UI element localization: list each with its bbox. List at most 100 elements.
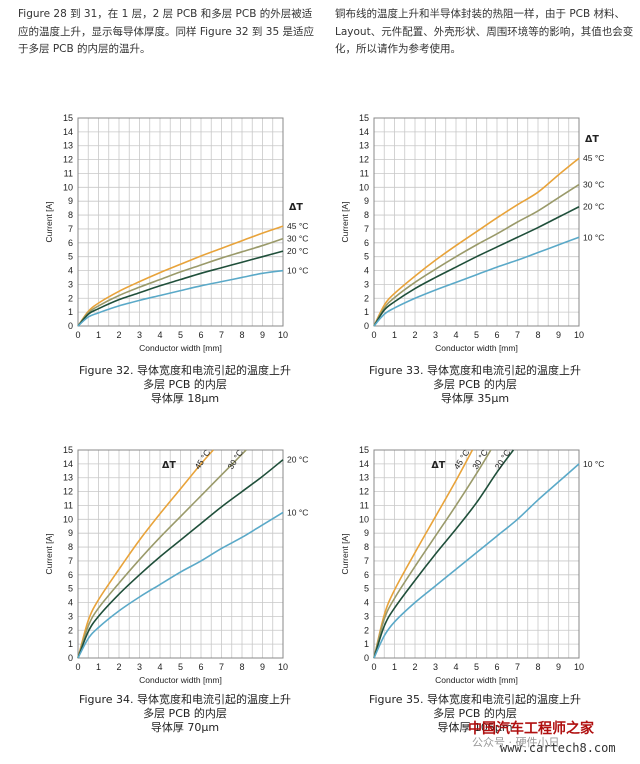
y-tick-label: 0: [68, 653, 73, 663]
x-axis-label: Conductor width [mm]: [139, 343, 222, 353]
x-tick-label: 5: [178, 330, 183, 340]
plot-frame: [373, 449, 580, 659]
y-tick-label: 14: [63, 127, 73, 137]
series-label: 10 °C: [287, 266, 308, 276]
x-tick-label: 10: [278, 662, 288, 672]
intro-text-right: 铜布线的温度上升和半导体封装的热阻一样，由于 PCB 材料、Layout、元件配…: [335, 8, 634, 55]
y-tick-label: 2: [364, 293, 369, 303]
x-tick-label: 0: [75, 330, 80, 340]
caption-line: 多层 PCB 的内层: [433, 707, 517, 720]
chart-svg: 0 1 2 3 4 5 6 7 8 9 100123456789101112131415Conduc…: [44, 445, 308, 685]
y-tick-label: 4: [68, 266, 73, 276]
y-tick-label: 14: [359, 459, 369, 469]
caption-line: 多层 PCB 的内层: [433, 378, 517, 391]
y-tick-label: 5: [364, 252, 369, 262]
caption-line: 导体厚 105μm: [437, 721, 513, 734]
x-tick-label: 1: [96, 330, 101, 340]
x-tick-label: 8: [239, 330, 244, 340]
series-label: 30 °C: [287, 234, 308, 244]
series-label: 10 °C: [287, 507, 308, 517]
y-tick-label: 1: [364, 307, 369, 317]
y-axis-label: Current [A]: [340, 533, 350, 574]
y-tick-label: 12: [359, 155, 369, 165]
x-tick-label: 3: [433, 662, 438, 672]
series-line: [373, 236, 580, 327]
series-line: [77, 511, 284, 659]
x-tick-label: 0: [75, 662, 80, 672]
y-tick-label: 11: [360, 500, 369, 510]
legend-title: ΔT: [431, 460, 445, 471]
y-tick-label: 15: [63, 445, 73, 455]
y-tick-label: 7: [364, 224, 369, 234]
caption-line: 多层 PCB 的内层: [143, 378, 227, 391]
x-tick-label: 4: [453, 662, 458, 672]
caption-line: 导体厚 70μm: [150, 721, 220, 734]
y-tick-label: 6: [364, 570, 369, 580]
series-label: 20 °C: [493, 448, 513, 471]
caption-line: 导体厚 35μm: [440, 392, 510, 405]
x-tick-label: 6: [198, 330, 203, 340]
x-tick-label: 4: [157, 662, 162, 672]
plot-frame: [77, 117, 284, 327]
y-tick-label: 3: [68, 279, 73, 289]
x-axis-label: Conductor width [mm]: [435, 343, 518, 353]
y-tick-label: 15: [359, 445, 369, 455]
series-label: 10 °C: [583, 232, 604, 242]
x-tick-label: 7: [219, 662, 224, 672]
y-tick-label: 14: [63, 459, 73, 469]
x-tick-label: 3: [137, 330, 142, 340]
series-label: 45 °C: [452, 448, 472, 471]
x-tick-label: 8: [535, 330, 540, 340]
chart-figure-32: 0 1 2 3 4 5 6 7 8 9 10 0 1 2 3 4 5 6 7 8 9 10 11 12 13 14 15 Conduc…: [40, 108, 340, 356]
caption-figure-34: Figure 34. 导体宽度和电流引起的温度上升 多层 PCB 的内层 导体厚…: [30, 693, 340, 735]
y-tick-label: 11: [64, 500, 73, 510]
series-line: [77, 237, 284, 327]
y-tick-label: 8: [68, 210, 73, 220]
y-axis-label: Current [A]: [44, 201, 54, 242]
caption-line: Figure 32. 导体宽度和电流引起的温度上升: [78, 364, 292, 377]
x-tick-label: 2: [116, 662, 121, 672]
series-line: [77, 449, 247, 659]
series-label: 45 °C: [193, 448, 213, 471]
series-line: [373, 449, 492, 659]
chart-figure-34: 0 1 2 3 4 5 6 7 8 9 10 0 1 2 3 4 5 6 7 8 9 10 11 12 13 14 15 Conduc…: [40, 440, 340, 688]
caption-figure-35: Figure 35. 导体宽度和电流引起的温度上升 多层 PCB 的内层 导体厚…: [320, 693, 630, 735]
series-line: [373, 157, 580, 327]
series-line: [77, 459, 284, 659]
x-tick-label: 6: [198, 662, 203, 672]
y-tick-label: 3: [364, 279, 369, 289]
x-tick-label: 7: [219, 330, 224, 340]
series-label: 30 °C: [583, 180, 604, 190]
x-tick-label: 9: [556, 662, 561, 672]
x-tick-label: 8: [239, 662, 244, 672]
series-line: [77, 225, 284, 327]
y-tick-label: 15: [359, 113, 369, 123]
series-label: 10 °C: [583, 459, 604, 469]
y-tick-label: 12: [63, 487, 73, 497]
x-tick-label: 9: [260, 662, 265, 672]
watermark-account: 公众号 · 硬件小日: [472, 736, 560, 749]
y-tick-label: 13: [359, 473, 369, 483]
y-tick-label: 7: [68, 224, 73, 234]
y-tick-label: 13: [359, 141, 369, 151]
caption-line: Figure 34. 导体宽度和电流引起的温度上升: [78, 693, 292, 706]
y-tick-label: 0: [364, 321, 369, 331]
x-tick-label: 1: [96, 662, 101, 672]
legend-title: ΔT: [162, 460, 176, 471]
legend-title: ΔT: [585, 134, 599, 145]
intro-text-left: Figure 28 到 31，在 1 层，2 层 PCB 和多层 PCB 的外层…: [18, 8, 314, 55]
y-tick-label: 9: [364, 528, 369, 538]
y-tick-label: 5: [364, 584, 369, 594]
y-tick-label: 8: [364, 542, 369, 552]
y-tick-label: 10: [63, 514, 73, 524]
series-line: [373, 449, 515, 659]
x-tick-label: 5: [474, 662, 479, 672]
series-line: [77, 269, 284, 327]
x-axis-label: Conductor width [mm]: [139, 675, 222, 685]
chart-figure-35: 0 1 2 3 4 5 6 7 8 9 10 0 1 2 3 4 5 6 7 8 9 10 11 12 13 14 15 Conduc…: [336, 440, 636, 688]
y-tick-label: 4: [68, 598, 73, 608]
x-tick-label: 0: [371, 330, 376, 340]
x-tick-label: 9: [260, 330, 265, 340]
y-tick-label: 9: [68, 196, 73, 206]
x-tick-label: 4: [453, 330, 458, 340]
